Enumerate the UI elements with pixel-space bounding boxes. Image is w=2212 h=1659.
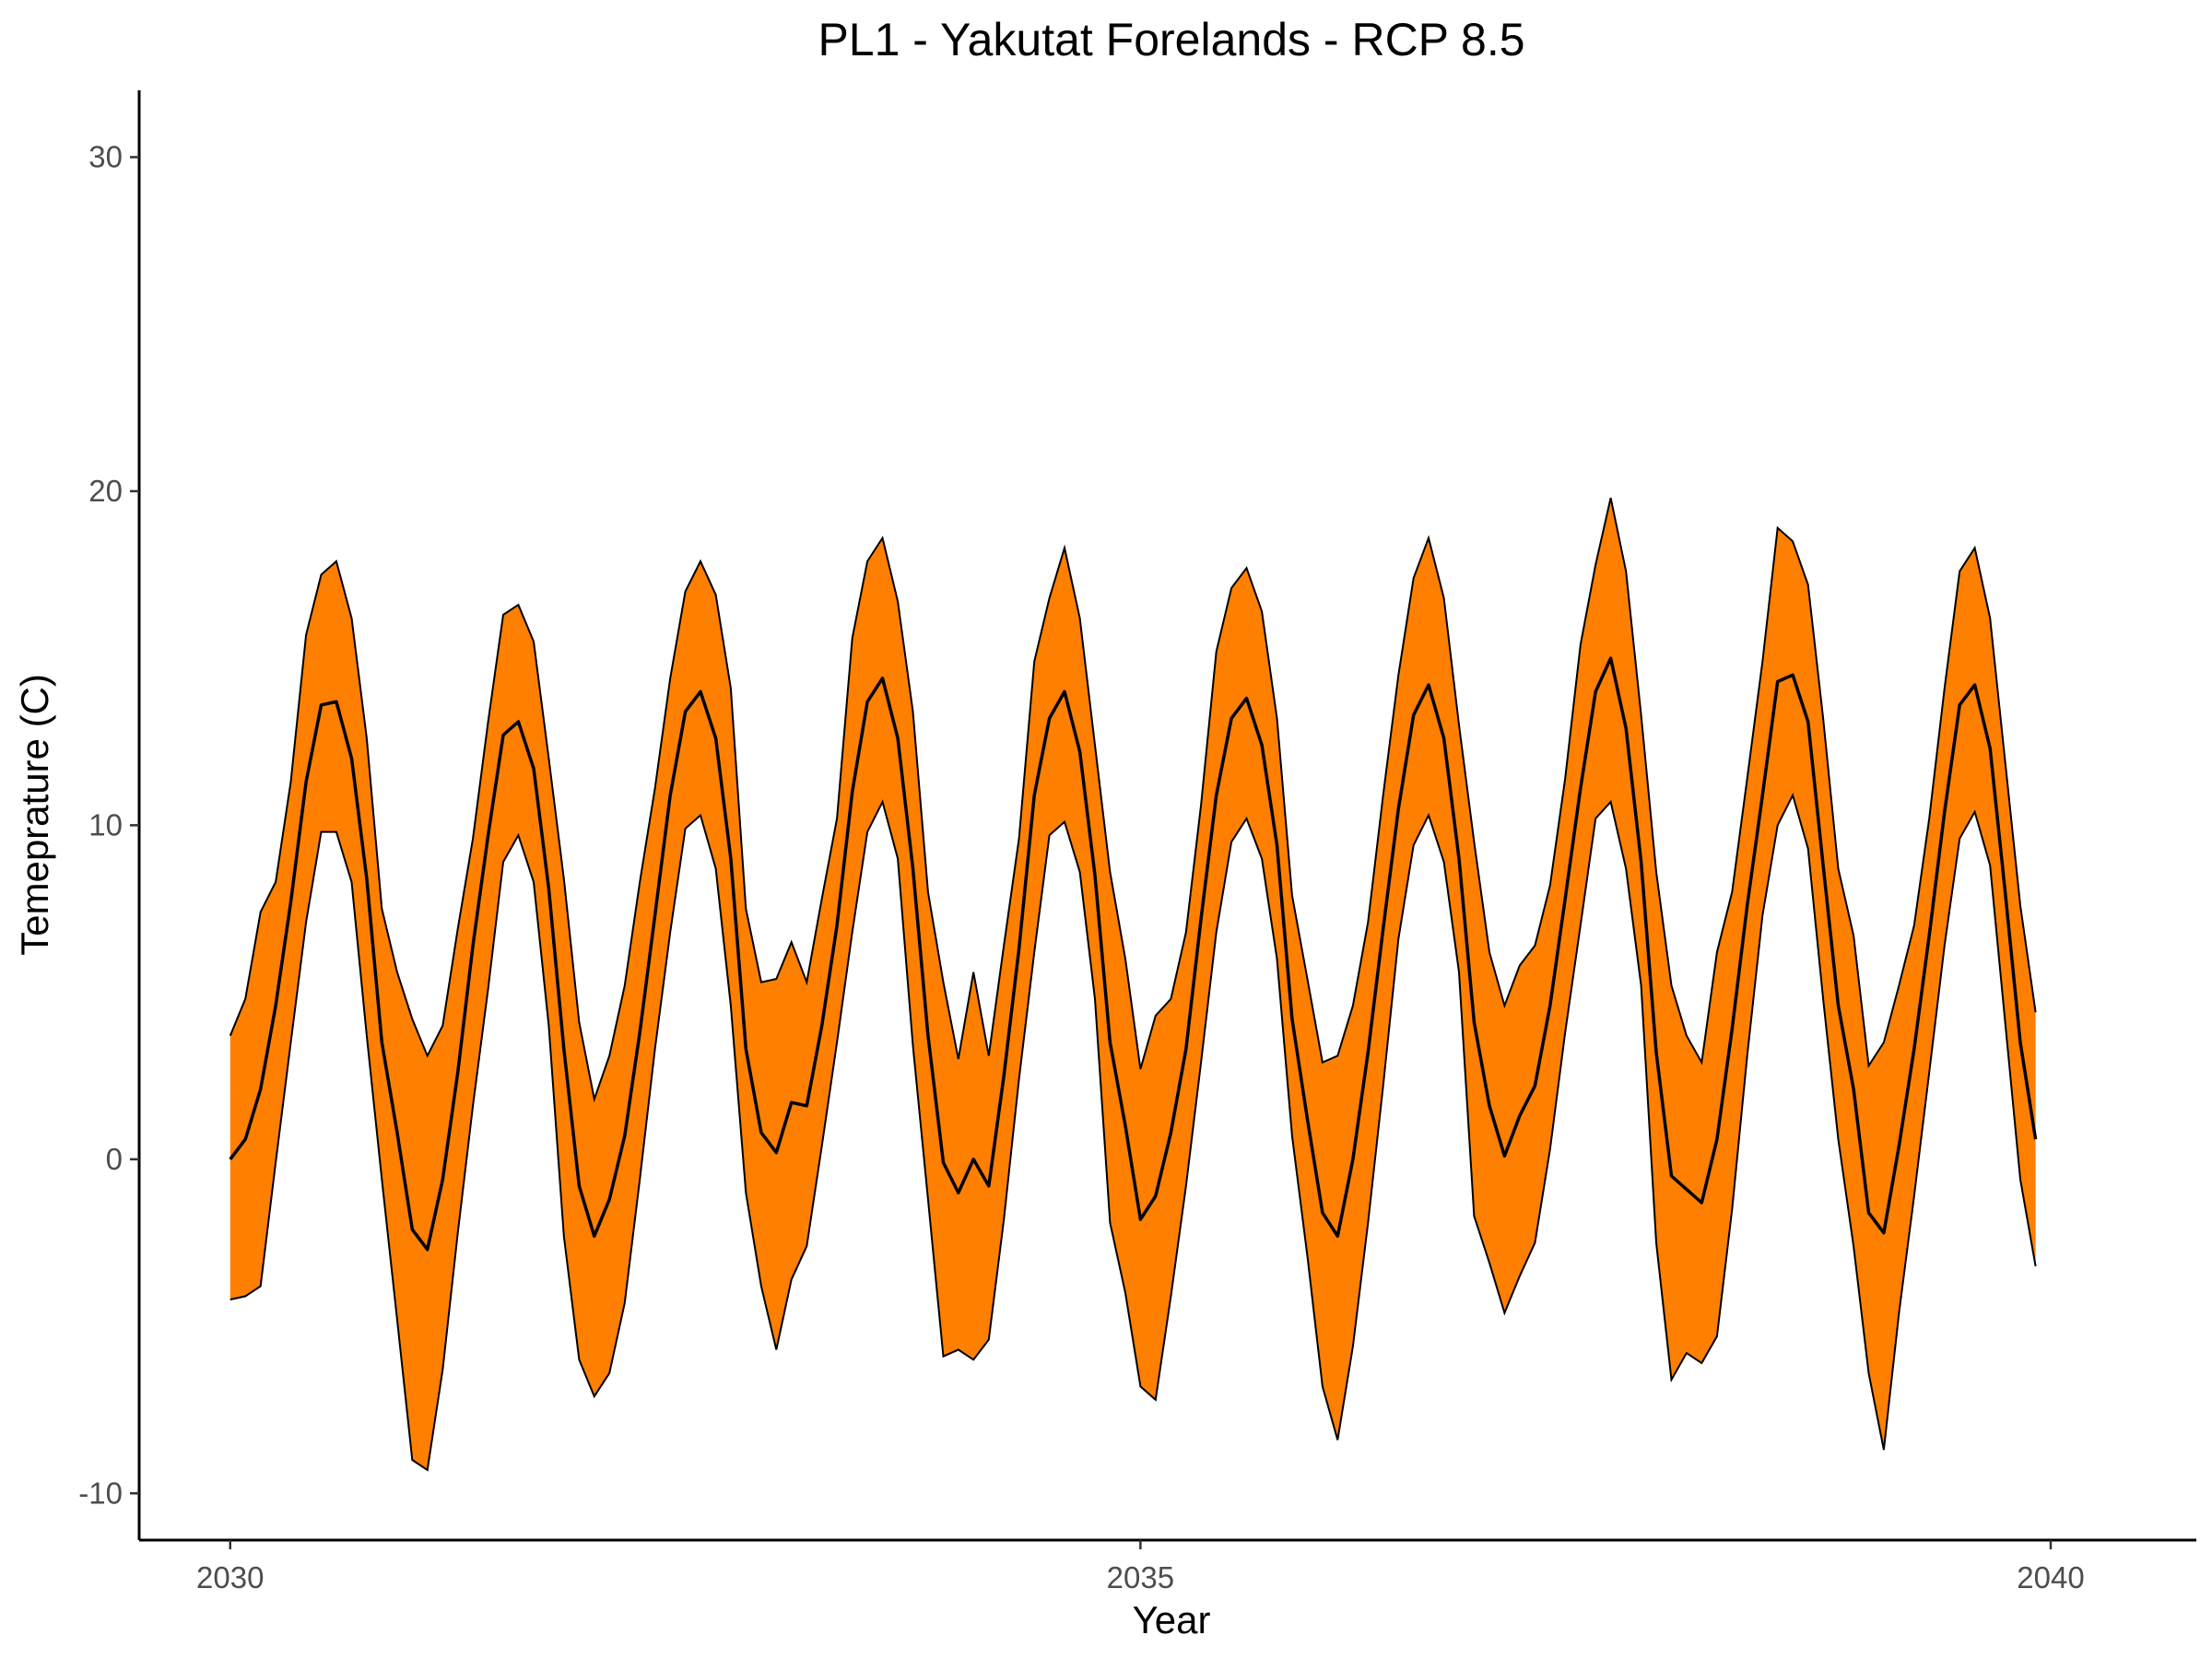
mean-temperature-line bbox=[229, 656, 2038, 1252]
plot-area bbox=[229, 497, 2038, 1472]
y-tick-label: -10 bbox=[78, 1476, 123, 1510]
x-tick-label: 2035 bbox=[1107, 1560, 1174, 1594]
y-axis-ticks: -10 0 10 20 30 bbox=[78, 139, 139, 1510]
y-tick-label: 10 bbox=[88, 807, 123, 841]
x-tick-label: 2040 bbox=[2017, 1560, 2084, 1594]
upper-bound-line bbox=[229, 497, 2037, 1103]
y-tick-label: 0 bbox=[106, 1142, 123, 1176]
x-axis-ticks: 2030 2035 2040 bbox=[196, 1540, 2085, 1594]
lower-bound-line bbox=[229, 793, 2037, 1472]
y-tick-label: 30 bbox=[88, 139, 123, 173]
y-axis-title: Temeprature (C) bbox=[13, 674, 56, 956]
x-axis-title: Year bbox=[1133, 1598, 1211, 1641]
y-tick-label: 20 bbox=[88, 474, 123, 508]
chart-title: PL1 - Yakutat Forelands - RCP 8.5 bbox=[818, 14, 1524, 65]
x-tick-label: 2030 bbox=[196, 1560, 264, 1594]
